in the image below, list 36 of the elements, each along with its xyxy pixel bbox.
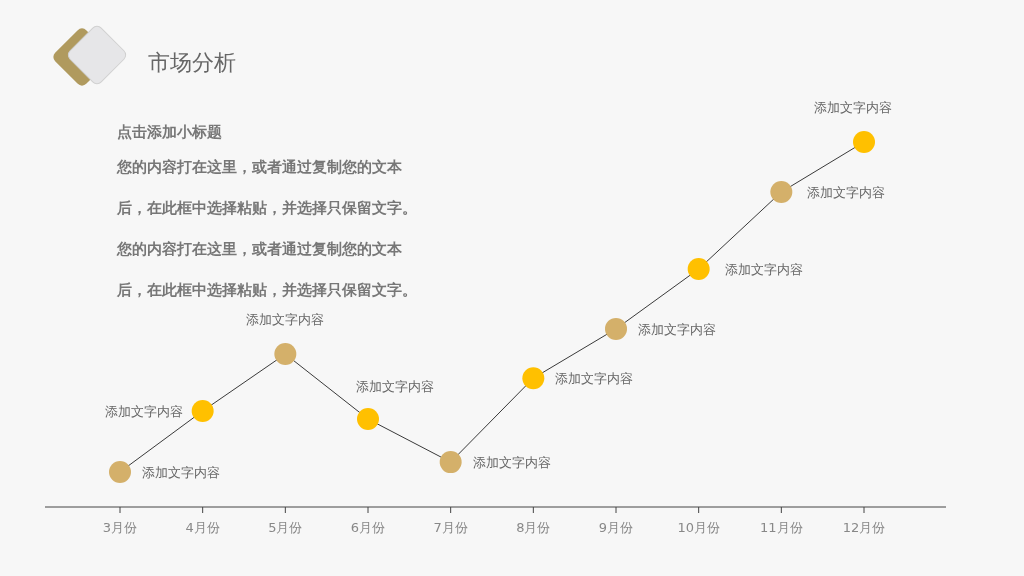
- annotation: 您的内容打在这里，或者通过复制您的文本: [116, 240, 403, 258]
- annotation: 后，在此框中选择粘贴，并选择只保留文字。: [116, 199, 417, 217]
- chart-subtitle: 点击添加小标题: [117, 123, 222, 141]
- point: [109, 460, 131, 483]
- annotation: 添加文字内容: [104, 404, 183, 420]
- annotation: 添加文字内容: [807, 185, 886, 201]
- annotation: 添加文字内容: [142, 464, 220, 480]
- point: [191, 400, 214, 423]
- annotation: 添加文字内容: [724, 262, 803, 278]
- x-tick-label: 8月份: [516, 520, 551, 535]
- x-tick-label: 6月份: [350, 520, 386, 535]
- x-tick-label: 12月份: [842, 520, 886, 535]
- chart-title: 市场分析: [148, 50, 236, 75]
- point: [357, 408, 379, 431]
- annotation: 添加文字内容: [472, 455, 551, 471]
- point: [853, 131, 875, 153]
- x-tick-label: 11月份: [760, 520, 803, 535]
- x-tick-label: 10月份: [677, 520, 720, 535]
- annotation: 您的内容打在这里，或者通过复制您的文本: [116, 158, 403, 176]
- x-tick-label: 5月份: [268, 520, 303, 535]
- point: [605, 317, 627, 340]
- annotation: 添加文字内容: [814, 100, 892, 115]
- x-tick-label: 3月份: [102, 520, 138, 535]
- point: [439, 451, 462, 474]
- annotation: 添加文字内容: [246, 312, 325, 328]
- point: [522, 367, 545, 390]
- annotation: 添加文字内容: [356, 379, 434, 395]
- point: [274, 343, 297, 366]
- point: [770, 181, 793, 204]
- x-tick-label: 4月份: [185, 520, 220, 535]
- annotation: 后，在此框中选择粘贴，并选择只保留文字。: [116, 281, 417, 299]
- point: [687, 258, 710, 281]
- annotation: 添加文字内容: [555, 371, 634, 387]
- x-tick-label: 7月份: [433, 520, 468, 535]
- x-tick-label: 9月份: [598, 520, 634, 535]
- annotation: 添加文字内容: [638, 321, 716, 337]
